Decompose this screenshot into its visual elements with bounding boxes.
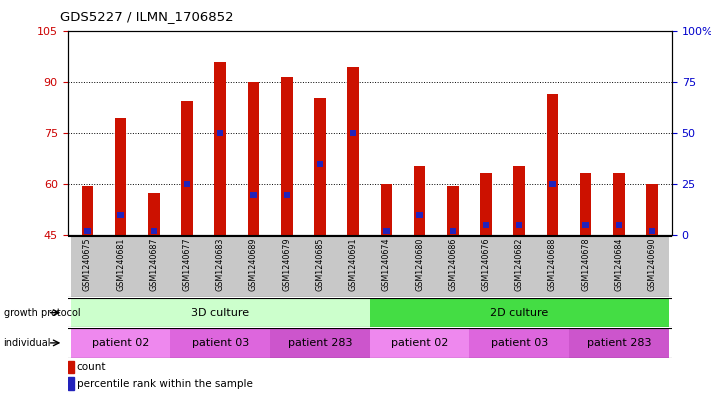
Text: GSM1240675: GSM1240675 bbox=[83, 237, 92, 291]
Text: patient 02: patient 02 bbox=[92, 338, 149, 348]
Bar bbox=[115, 118, 127, 235]
Text: GSM1240689: GSM1240689 bbox=[249, 237, 258, 291]
Bar bbox=[549, 181, 555, 187]
Text: patient 02: patient 02 bbox=[391, 338, 448, 348]
Text: percentile rank within the sample: percentile rank within the sample bbox=[77, 379, 252, 389]
Text: GSM1240682: GSM1240682 bbox=[515, 237, 523, 291]
Bar bbox=[171, 328, 270, 358]
Bar bbox=[569, 328, 668, 358]
Text: GSM1240690: GSM1240690 bbox=[648, 237, 656, 291]
Bar bbox=[184, 181, 191, 187]
Bar bbox=[82, 186, 93, 235]
Text: 2D culture: 2D culture bbox=[490, 308, 548, 318]
Bar bbox=[383, 228, 390, 234]
Bar bbox=[316, 161, 323, 167]
Bar bbox=[636, 236, 668, 297]
Bar bbox=[403, 236, 436, 297]
Text: patient 283: patient 283 bbox=[288, 338, 352, 348]
Text: GSM1240684: GSM1240684 bbox=[614, 237, 624, 291]
Text: GSM1240679: GSM1240679 bbox=[282, 237, 292, 291]
Bar bbox=[85, 228, 91, 234]
Bar bbox=[536, 236, 569, 297]
Text: GSM1240681: GSM1240681 bbox=[116, 237, 125, 291]
Text: count: count bbox=[77, 362, 106, 373]
Bar bbox=[569, 236, 602, 297]
Bar bbox=[417, 212, 423, 218]
Bar bbox=[151, 228, 157, 234]
Bar bbox=[370, 328, 469, 358]
Text: GSM1240685: GSM1240685 bbox=[316, 237, 324, 291]
Text: GSM1240680: GSM1240680 bbox=[415, 237, 424, 291]
Bar bbox=[414, 166, 425, 235]
Bar bbox=[104, 236, 137, 297]
Bar bbox=[503, 236, 536, 297]
Bar bbox=[547, 94, 558, 235]
Bar bbox=[281, 77, 292, 235]
Bar bbox=[68, 377, 74, 390]
Bar bbox=[449, 228, 456, 234]
Bar bbox=[648, 228, 655, 234]
Bar bbox=[516, 222, 523, 228]
Bar bbox=[137, 236, 171, 297]
Bar bbox=[171, 236, 203, 297]
Bar bbox=[613, 173, 624, 235]
Bar bbox=[304, 236, 336, 297]
Bar bbox=[480, 173, 492, 235]
Bar bbox=[646, 184, 658, 235]
Bar bbox=[579, 173, 592, 235]
Bar bbox=[71, 236, 104, 297]
Bar bbox=[380, 184, 392, 235]
Bar bbox=[347, 67, 359, 235]
Bar bbox=[71, 328, 171, 358]
Bar bbox=[284, 191, 290, 198]
Bar bbox=[582, 222, 589, 228]
Bar bbox=[148, 193, 160, 235]
Bar bbox=[247, 83, 260, 235]
Text: GSM1240688: GSM1240688 bbox=[548, 237, 557, 291]
Bar bbox=[350, 130, 356, 136]
Bar bbox=[314, 98, 326, 235]
Text: GSM1240676: GSM1240676 bbox=[481, 237, 491, 291]
Bar bbox=[203, 236, 237, 297]
Bar bbox=[469, 236, 503, 297]
Text: patient 03: patient 03 bbox=[491, 338, 547, 348]
Text: patient 283: patient 283 bbox=[587, 338, 651, 348]
Bar bbox=[469, 328, 569, 358]
Bar bbox=[250, 191, 257, 198]
Bar bbox=[483, 222, 489, 228]
Bar bbox=[370, 236, 403, 297]
Bar bbox=[68, 361, 74, 373]
Bar bbox=[436, 236, 469, 297]
Text: GDS5227 / ILMN_1706852: GDS5227 / ILMN_1706852 bbox=[60, 10, 234, 23]
Bar bbox=[217, 130, 223, 136]
Text: GSM1240686: GSM1240686 bbox=[448, 237, 457, 291]
Text: 3D culture: 3D culture bbox=[191, 308, 250, 318]
Bar bbox=[117, 212, 124, 218]
Bar bbox=[616, 222, 622, 228]
Text: GSM1240674: GSM1240674 bbox=[382, 237, 391, 291]
Bar bbox=[71, 298, 370, 327]
Bar bbox=[270, 328, 370, 358]
Bar bbox=[215, 62, 226, 235]
Bar bbox=[602, 236, 636, 297]
Bar bbox=[513, 166, 525, 235]
Bar bbox=[370, 298, 668, 327]
Bar bbox=[181, 101, 193, 235]
Text: GSM1240683: GSM1240683 bbox=[216, 237, 225, 291]
Bar bbox=[270, 236, 304, 297]
Bar bbox=[336, 236, 370, 297]
Text: GSM1240677: GSM1240677 bbox=[183, 237, 191, 291]
Text: growth protocol: growth protocol bbox=[4, 308, 80, 318]
Text: individual: individual bbox=[4, 338, 51, 348]
Text: GSM1240691: GSM1240691 bbox=[348, 237, 358, 291]
Text: patient 03: patient 03 bbox=[192, 338, 249, 348]
Bar bbox=[447, 186, 459, 235]
Text: GSM1240687: GSM1240687 bbox=[149, 237, 159, 291]
Text: GSM1240678: GSM1240678 bbox=[581, 237, 590, 291]
Bar bbox=[237, 236, 270, 297]
